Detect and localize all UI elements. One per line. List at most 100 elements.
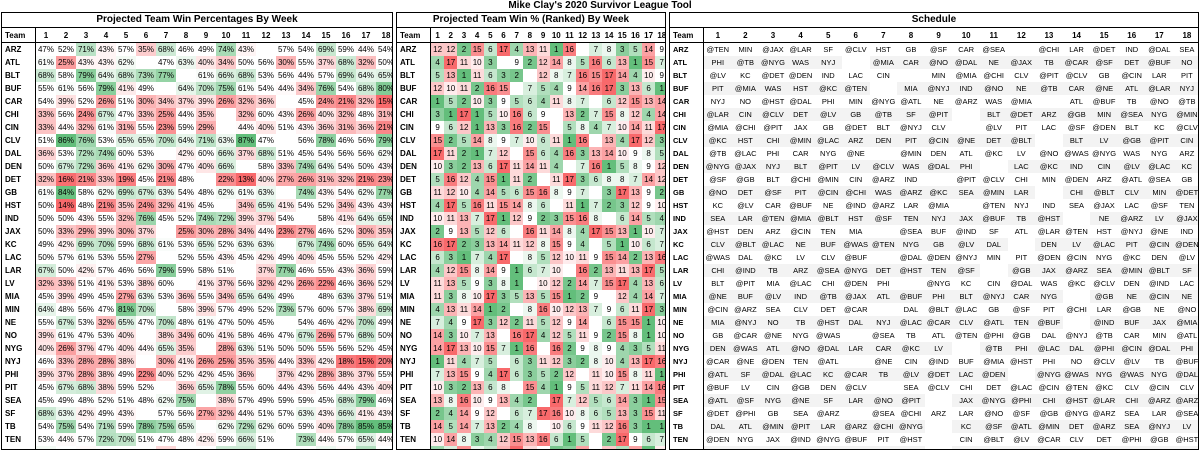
ranked-cell: 10 — [470, 95, 484, 108]
ranked-cell — [589, 433, 603, 446]
schedule-team-cell: NO — [670, 329, 704, 342]
schedule-cell: @MIA — [952, 69, 980, 82]
win-percentage-cell: 46% — [336, 277, 356, 290]
win-percentage-cell: 43% — [296, 381, 316, 394]
ranked-cell — [602, 290, 616, 303]
schedule-row: BLT @LV KC @DET @DEN IND LAC CIN MIN @MIA @CHI CLV @… — [670, 69, 1198, 82]
win-percentage-cell: 32% — [356, 95, 376, 108]
win-percentage-cell: 47% — [96, 342, 116, 355]
win-percentage-row: TEN 53% 44% 57% 72% 70% 51% 47% 48% 42% 59% 66% 51% 7… — [2, 433, 392, 446]
win-percentage-cell: 58% — [56, 446, 76, 449]
win-percentage-cell: 52% — [176, 368, 196, 381]
win-percentage-row: NO 39% 61% 47% 53% 40% 38% 34% 60% 41% 58% 46% 47% 67… — [2, 329, 392, 342]
ranked-cell — [496, 56, 511, 69]
win-percentage-cell: 35% — [116, 199, 136, 212]
ranked-week-header: 5 — [483, 28, 497, 43]
win-percentage-row: LAR 67% 50% 42% 57% 46% 56% 79% 59% 58% 51% 37% 77% 4… — [2, 264, 392, 277]
ranked-cell: 15 — [642, 407, 656, 420]
schedule-cell: @BLT — [1090, 186, 1118, 199]
win-percentage-cell: 55% — [136, 121, 156, 134]
ranked-cell: 12 — [576, 394, 590, 407]
ranked-cell: 2 — [628, 251, 642, 264]
win-percentage-row: BLT 68% 58% 79% 64% 68% 73% 77% 61% 66% 68% 53% 56% 4… — [2, 69, 392, 82]
ranked-cell: 10 — [457, 329, 471, 342]
schedule-cell: GB — [1173, 173, 1198, 186]
schedule-cell: TEN — [1173, 199, 1198, 212]
schedule-cell: BLT — [1117, 121, 1146, 134]
win-percentage-cell: 61% — [76, 251, 96, 264]
schedule-week-header: 1 — [703, 28, 732, 43]
win-percentage-cell: 66% — [216, 69, 236, 82]
win-percentage-cell: 37% — [216, 277, 236, 290]
win-percentage-cell: 40% — [296, 251, 316, 264]
schedule-cell: @MIN — [897, 147, 925, 160]
ranked-cell: 9 — [642, 199, 656, 212]
schedule-cell: CLV — [952, 316, 980, 329]
schedule-cell — [841, 56, 870, 69]
schedule-cell: @NE — [1145, 225, 1174, 238]
schedule-cell — [924, 446, 953, 449]
win-percentage-team-cell: CLV — [2, 134, 36, 147]
ranked-cell: 6 — [642, 238, 656, 251]
schedule-cell: @NYG — [1062, 407, 1091, 420]
win-percentage-cell: 39% — [35, 329, 56, 342]
schedule-cell: CIN — [759, 381, 787, 394]
schedule-cell: @NO — [1173, 303, 1198, 316]
schedule-cell: @GB — [1035, 407, 1063, 420]
win-percentage-cell: 57% — [276, 42, 296, 56]
win-percentage-cell: 47% — [156, 433, 176, 446]
ranked-cell: 11 — [536, 355, 550, 368]
schedule-cell: @DET — [1007, 108, 1036, 121]
schedule-cell — [952, 121, 980, 134]
win-percentage-cell: 76% — [136, 212, 156, 225]
schedule-row: JAX @HST DEN ARZ @CIN TEN MIA @SEA BUF @IND SF ATL @… — [670, 225, 1198, 238]
ranked-cell: 8 — [549, 69, 563, 82]
win-percentage-cell: 28% — [76, 355, 96, 368]
win-percentage-cell: 35% — [376, 225, 392, 238]
schedule-cell: CIN — [731, 108, 760, 121]
win-percentage-cell: 79% — [96, 82, 116, 95]
schedule-cell: @ARZ — [1117, 212, 1146, 225]
win-percentage-cell: 32% — [256, 277, 276, 290]
ranked-cell: 9 — [562, 186, 577, 199]
win-percentage-cell: 44% — [56, 121, 76, 134]
schedule-team-cell: SF — [670, 407, 704, 420]
win-percentage-cell: 72% — [236, 420, 256, 433]
ranked-cell: 7 — [655, 56, 665, 69]
schedule-cell: @JAX — [1173, 212, 1198, 225]
schedule-team-cell: MIA — [670, 290, 704, 303]
win-percentage-row: SEA 45% 49% 48% 52% 51% 48% 62% 75% 38% 57% 49% 59% 5… — [2, 394, 392, 407]
win-percentage-cell: 43% — [316, 407, 336, 420]
ranked-cell: 9 — [589, 329, 603, 342]
ranked-cell: 14 — [549, 56, 563, 69]
schedule-cell — [869, 82, 898, 95]
ranked-cell: 1 — [602, 160, 616, 173]
ranked-team-header: Team — [397, 28, 431, 43]
win-percentage-cell: 21% — [336, 95, 356, 108]
win-percentage-row: CAR 54% 39% 52% 26% 51% 30% 34% 37% 39% 26% 32% 36% 4… — [2, 95, 392, 108]
schedule-cell: @DAL — [1062, 446, 1091, 449]
schedule-row: LAR CHI @IND TB ARZ @SEA @NYG DET @HST TEN @SF @GB J… — [670, 264, 1198, 277]
win-percentage-cell: 57% — [96, 264, 116, 277]
ranked-cell: 3 — [628, 394, 642, 407]
ranked-cell: 3 — [615, 199, 629, 212]
win-percentage-cell: 63% — [216, 134, 236, 147]
schedule-cell: @LV — [979, 121, 1008, 134]
ranked-cell: 3 — [549, 212, 563, 225]
win-percentage-cell: 31% — [316, 173, 336, 186]
schedule-cell: @DAL — [1117, 446, 1146, 449]
ranked-cell: 4 — [430, 56, 445, 69]
schedule-cell: @TEN — [841, 82, 870, 95]
win-percentage-cell: 54% — [336, 186, 356, 199]
win-percentage-cell: 60% — [116, 446, 136, 449]
schedule-row: LAC @WAS DAL @KC LV CLV @BUF @DAL @DEN @NYJ MIN PIT… — [670, 251, 1198, 264]
ranked-cell: 14 — [655, 108, 665, 121]
ranked-week-header: 8 — [523, 28, 537, 43]
schedule-header-row: Team 1 2 3 4 5 6 7 8 9 10 11 12 13 14 15 16 17 18 — [670, 28, 1198, 43]
win-percentage-cell: 37% — [356, 368, 376, 381]
win-percentage-cell: 41% — [116, 160, 136, 173]
schedule-cell: @LV — [1117, 160, 1146, 173]
win-percentage-cell: 45% — [216, 368, 236, 381]
ranked-cell: 1 — [430, 95, 445, 108]
win-percentage-team-cell: ATL — [2, 56, 36, 69]
